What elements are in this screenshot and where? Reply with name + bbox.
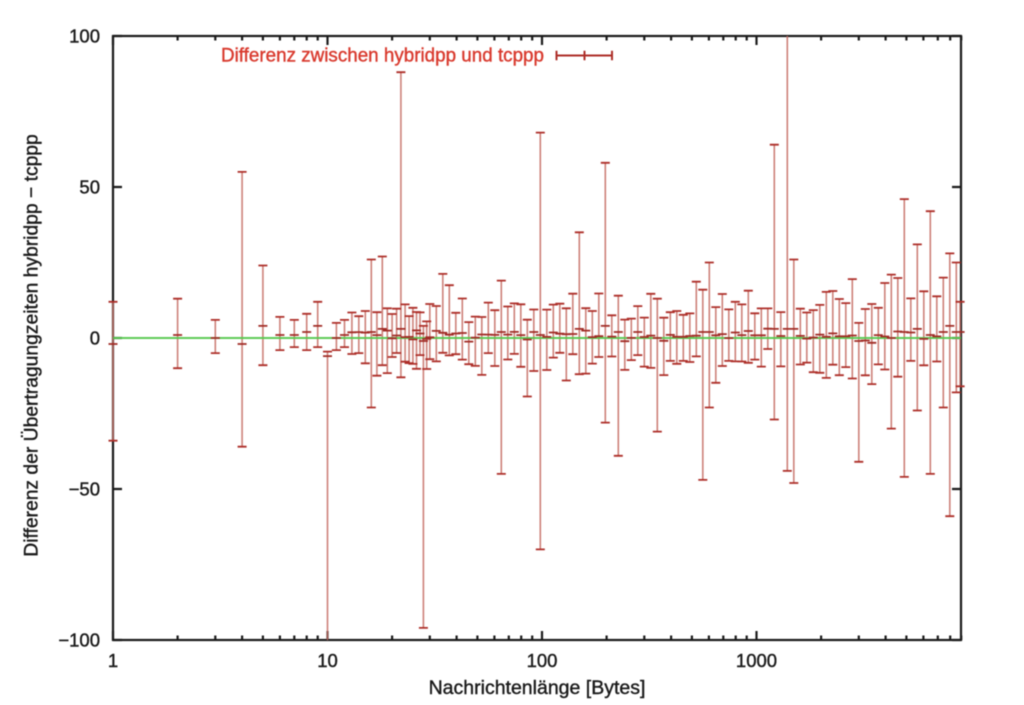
svg-text:1: 1 xyxy=(108,650,118,671)
svg-text:Differenz der Übertragungzeite: Differenz der Übertragungzeiten hybridpp… xyxy=(21,134,43,556)
svg-text:50: 50 xyxy=(79,177,100,198)
svg-text:Differenz zwischen hybridpp un: Differenz zwischen hybridpp und tcppp xyxy=(221,45,544,67)
svg-text:0: 0 xyxy=(90,328,100,349)
svg-text:−100: −100 xyxy=(58,630,100,651)
svg-text:100: 100 xyxy=(527,650,558,671)
svg-text:10: 10 xyxy=(317,650,338,671)
svg-text:−50: −50 xyxy=(69,479,100,500)
svg-text:100: 100 xyxy=(69,26,100,47)
svg-text:1000: 1000 xyxy=(736,650,777,671)
svg-text:Nachrichtenlänge [Bytes]: Nachrichtenlänge [Bytes] xyxy=(429,677,646,699)
